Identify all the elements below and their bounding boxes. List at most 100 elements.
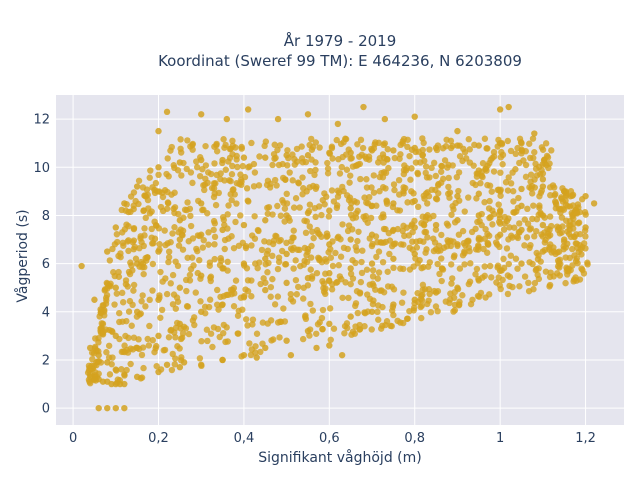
cloud-point (521, 273, 529, 280)
cloud-point (338, 163, 346, 171)
cloud-point (573, 210, 581, 217)
cloud-point (328, 144, 336, 152)
cloud-point (111, 241, 119, 248)
cloud-point (560, 206, 568, 213)
data-point (274, 115, 282, 123)
data-point (176, 320, 184, 328)
cloud-point (405, 232, 413, 239)
cloud-point (414, 260, 421, 267)
cloud-point (232, 277, 240, 284)
cloud-point (363, 266, 371, 273)
cloud-point (355, 228, 362, 235)
cloud-point (504, 290, 512, 298)
cloud-point (407, 176, 414, 183)
cloud-point (140, 364, 147, 372)
cloud-point (294, 283, 302, 291)
cloud-point (575, 220, 582, 227)
data-point (390, 147, 397, 154)
cloud-point (562, 254, 569, 261)
cloud-point (499, 161, 506, 168)
cloud-point (233, 152, 240, 160)
data-point (496, 231, 504, 238)
cloud-point (296, 246, 303, 254)
cloud-point (353, 247, 360, 254)
cloud-point (177, 136, 184, 143)
cloud-point (388, 283, 396, 290)
data-point (496, 106, 504, 113)
cloud-point (250, 160, 258, 168)
cloud-point (110, 269, 117, 276)
cloud-point (193, 158, 200, 165)
cloud-point (130, 224, 138, 232)
cloud-point (400, 184, 407, 191)
cloud-point (161, 227, 168, 234)
cloud-point (269, 211, 276, 218)
data-point (326, 207, 333, 214)
cloud-point (510, 198, 517, 205)
cloud-point (306, 201, 314, 208)
cloud-point (497, 169, 504, 176)
cloud-point (220, 216, 228, 224)
data-point (454, 192, 461, 200)
cloud-point (363, 184, 371, 191)
cloud-point (289, 234, 296, 241)
cloud-point (324, 159, 331, 167)
data-point (304, 152, 312, 159)
data-point (91, 296, 98, 303)
cloud-point (290, 227, 297, 234)
cloud-point (426, 290, 433, 298)
cloud-point (299, 335, 307, 343)
data-point (411, 113, 418, 120)
cloud-point (314, 321, 322, 328)
cloud-point (339, 294, 346, 301)
data-point (112, 404, 119, 412)
cloud-point (453, 173, 461, 181)
cloud-point (214, 286, 221, 294)
cloud-point (241, 173, 249, 181)
data-point (219, 356, 226, 364)
cloud-point (299, 191, 306, 198)
cloud-point (390, 240, 398, 248)
y-tick-label: 10 (33, 161, 50, 176)
cloud-point (354, 309, 361, 317)
cloud-point (361, 153, 369, 160)
cloud-point (257, 280, 264, 288)
cloud-point (571, 276, 578, 283)
data-point (368, 308, 376, 315)
cloud-point (255, 227, 262, 235)
cloud-point (186, 271, 194, 279)
cloud-point (271, 176, 279, 184)
cloud-point (277, 212, 285, 219)
cloud-point (483, 167, 490, 174)
cloud-point (283, 200, 291, 207)
data-point (539, 212, 547, 219)
cloud-point (398, 299, 406, 306)
chart-title-line-1: År 1979 - 2019 (284, 31, 397, 50)
cloud-point (344, 227, 352, 235)
cloud-point (546, 184, 554, 191)
cloud-point (197, 298, 204, 305)
cloud-point (506, 224, 513, 231)
cloud-point (232, 218, 239, 226)
cloud-point (264, 269, 271, 276)
cloud-point (400, 190, 407, 197)
cloud-point (562, 279, 569, 287)
data-point (112, 366, 119, 373)
cloud-point (207, 273, 215, 280)
cloud-point (221, 245, 228, 253)
cloud-point (229, 286, 236, 294)
cloud-point (569, 262, 576, 269)
cloud-point (251, 169, 259, 176)
cloud-point (138, 298, 145, 305)
cloud-point (329, 262, 337, 270)
cloud-point (211, 241, 218, 248)
cloud-point (267, 293, 274, 300)
cloud-point (421, 228, 428, 236)
cloud-point (525, 279, 532, 287)
cloud-point (439, 175, 447, 183)
cloud-point (368, 326, 375, 333)
cloud-point (422, 217, 429, 224)
cloud-point (157, 203, 165, 211)
cloud-point (179, 246, 187, 253)
cloud-point (272, 232, 279, 240)
